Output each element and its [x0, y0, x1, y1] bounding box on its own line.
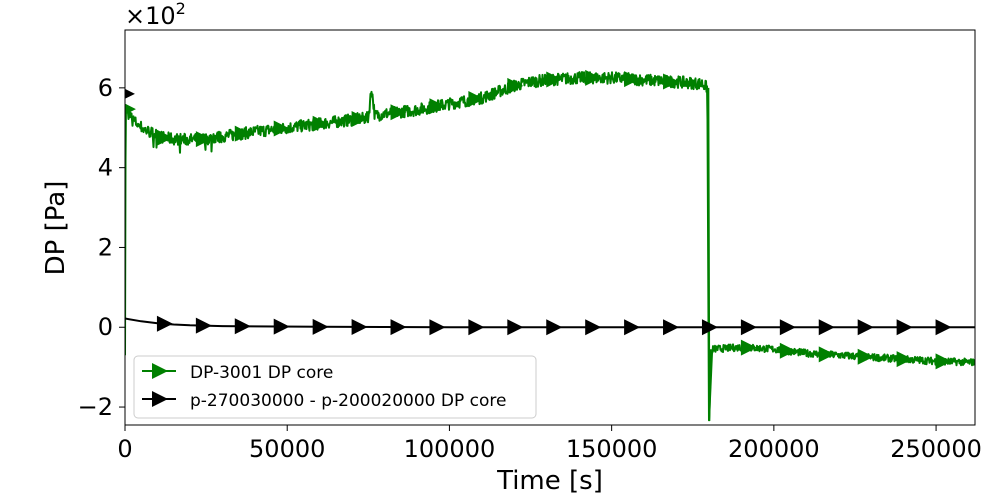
- series-1-marker: [234, 125, 251, 142]
- series-2-marker: [195, 317, 212, 334]
- series-2-marker: [585, 319, 602, 336]
- series-1-marker: [740, 339, 757, 356]
- x-axis-label: Time [s]: [496, 466, 603, 496]
- series-2-marker: [779, 319, 796, 336]
- series-1-marker: [125, 103, 136, 115]
- series-1-marker: [546, 71, 563, 88]
- x-tick-label: 150000: [566, 435, 658, 463]
- x-tick-label: 250000: [890, 435, 982, 463]
- plot-frame: [124, 29, 976, 426]
- series-1-marker: [351, 110, 368, 127]
- series-1-marker: [312, 115, 329, 132]
- legend: DP-3001 DP core p-270030000 - p-20002000…: [133, 355, 537, 419]
- series-2-marker: [468, 319, 485, 336]
- series-2-marker: [156, 315, 173, 332]
- series-1-marker: [507, 77, 524, 94]
- y-tick-label: 6: [98, 74, 113, 102]
- series-1-marker: [585, 69, 602, 86]
- series-2-marker: [935, 319, 952, 336]
- series-2-marker: [701, 319, 718, 336]
- series-2-marker: [312, 318, 329, 335]
- series-1-drop: [707, 87, 712, 422]
- plot-marks: [125, 69, 975, 422]
- y-tick-label: −2: [78, 393, 113, 421]
- series-2-marker: [273, 318, 290, 335]
- y-tick-label: 4: [98, 154, 113, 182]
- series-1-marker: [624, 71, 641, 88]
- series-2-marker: [507, 319, 524, 336]
- legend-box: [133, 355, 537, 419]
- series-1-marker: [857, 348, 874, 365]
- series-1-marker: [390, 104, 407, 121]
- series-1-marker: [468, 91, 485, 108]
- series-1-marker: [429, 98, 446, 115]
- legend-label-series-2: p-270030000 - p-200020000 DP core: [190, 391, 506, 411]
- series-1-marker: [896, 351, 913, 368]
- series-2-marker: [429, 319, 446, 336]
- legend-marker-series-2: [152, 391, 168, 407]
- series-1-marker: [818, 346, 835, 363]
- series-1-marker: [195, 131, 212, 148]
- x-tick-label: 0: [117, 435, 132, 463]
- y-multiplier: ×102: [125, 0, 186, 30]
- series-1-marker: [156, 129, 173, 146]
- x-tick-label: 50000: [249, 435, 325, 463]
- series-2-marker: [390, 319, 407, 336]
- series-1-marker: [273, 120, 290, 137]
- y-axis-label: DP [Pa]: [41, 181, 71, 276]
- legend-marker-series-1: [152, 363, 168, 379]
- series-2-marker: [234, 318, 251, 335]
- series-1-marker: [779, 342, 796, 359]
- series-2-marker: [818, 319, 835, 336]
- y-multiplier-exponent: 2: [176, 0, 186, 18]
- series-2-marker: [857, 319, 874, 336]
- series-2-marker: [896, 319, 913, 336]
- series-2-marker: [546, 319, 563, 336]
- series-2-start-marker: [125, 88, 135, 99]
- y-tick-label: 0: [98, 313, 113, 341]
- series-2-marker: [624, 319, 641, 336]
- legend-label-series-1: DP-3001 DP core: [190, 363, 333, 383]
- series-2-marker: [351, 318, 368, 335]
- y-tick-label: 2: [98, 233, 113, 261]
- x-tick-label: 100000: [404, 435, 496, 463]
- series-2-marker: [663, 319, 680, 336]
- series-1-marker: [935, 353, 952, 370]
- x-tick-label: 200000: [728, 435, 820, 463]
- series-1-marker: [663, 73, 680, 90]
- series-2-marker: [740, 319, 757, 336]
